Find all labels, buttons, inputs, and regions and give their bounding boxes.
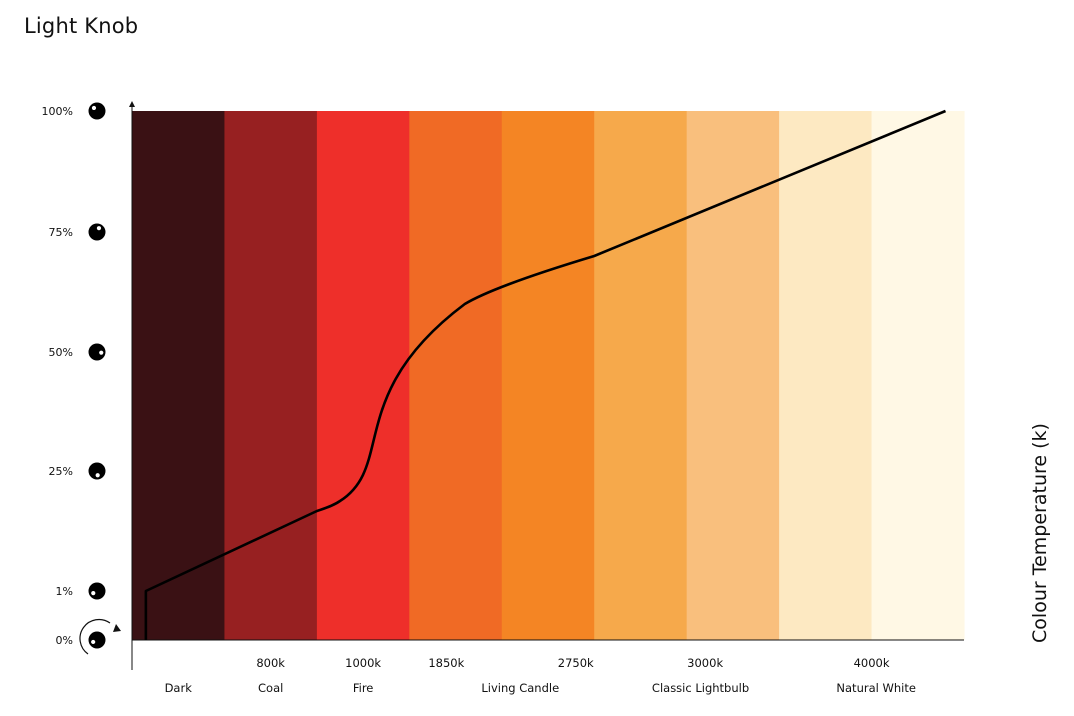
band-7 <box>779 111 873 640</box>
band-name-label: Dark <box>165 681 193 695</box>
kelvin-label: 4000k <box>854 656 890 670</box>
band-0 <box>132 111 226 640</box>
kelvin-label: 3000k <box>687 656 723 670</box>
knob-icon <box>88 462 106 480</box>
y-tick-label: 75% <box>49 226 73 239</box>
axes <box>129 101 964 670</box>
chart-title: Light Knob <box>24 14 139 38</box>
y-tick-label: 25% <box>49 465 73 478</box>
y-tick-label: 50% <box>49 346 73 359</box>
knob-icon <box>88 582 106 600</box>
band-8 <box>871 111 965 640</box>
kelvin-label: 2750k <box>558 656 594 670</box>
kelvin-label: 800k <box>256 656 285 670</box>
knob-icon <box>79 618 121 655</box>
knob-icon <box>88 223 106 241</box>
band-3 <box>409 111 503 640</box>
y-tick-label: 100% <box>42 105 73 118</box>
knob-icon <box>88 102 106 120</box>
y-tick-label: 1% <box>56 585 73 598</box>
band-5 <box>594 111 688 640</box>
kelvin-label: 1850k <box>428 656 464 670</box>
response-curve <box>144 109 947 640</box>
band-name-label: Natural White <box>836 681 916 695</box>
band-6 <box>686 111 780 640</box>
band-1 <box>224 111 318 640</box>
kelvin-label: 1000k <box>345 656 381 670</box>
y-tick-label: 0% <box>56 634 73 647</box>
band-2 <box>316 111 410 640</box>
band-name-label: Living Candle <box>481 681 559 695</box>
knob-icons <box>79 102 121 655</box>
band-name-label: Classic Lightbulb <box>652 681 749 695</box>
band-4 <box>501 111 595 640</box>
band-name-label: Fire <box>353 681 374 695</box>
color-bands <box>132 111 965 640</box>
knob-icon <box>88 343 106 361</box>
axis-labels: 100% 75% 50% 25% 1% 0% 800k 1000k 1850k 2750k 3000… <box>42 105 916 695</box>
band-name-label: Coal <box>258 681 283 695</box>
